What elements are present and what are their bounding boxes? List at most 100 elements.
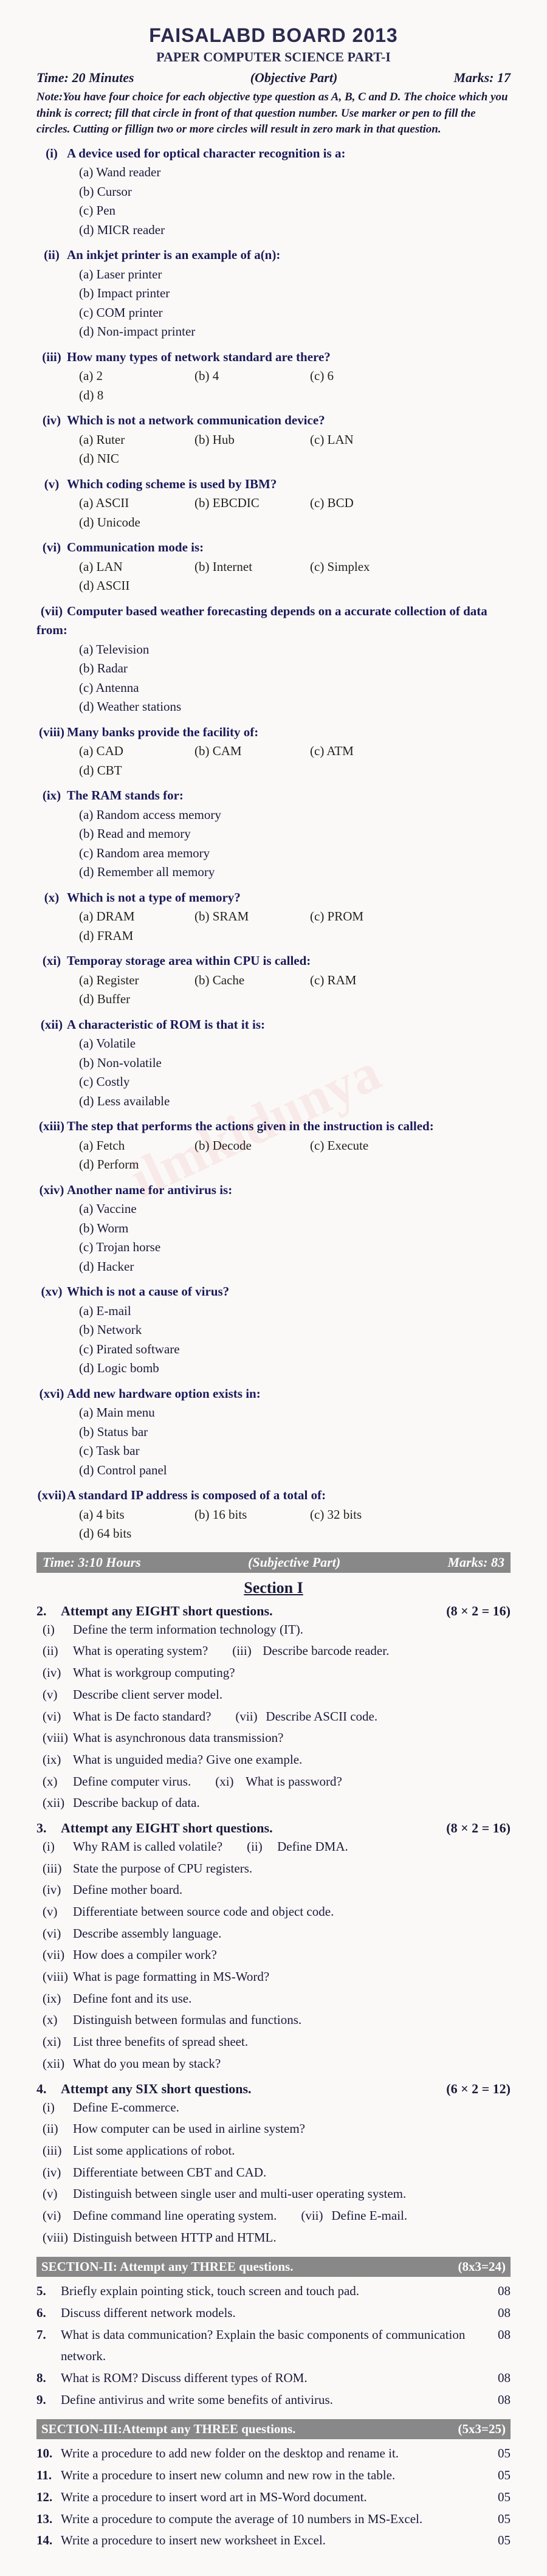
short-question: (vi)Define command line operating system… [43, 2205, 511, 2227]
mcq-options: (a) Volatile(b) Non-volatile(c) Costly(d… [36, 1034, 511, 1111]
mcq-option: (d) Perform [79, 1155, 194, 1175]
short-question: (xii)Describe backup of data. [43, 1792, 511, 1814]
mcq-option: (c) Costly [79, 1072, 298, 1092]
mcq-item: (x)Which is not a type of memory?(a) DRA… [36, 888, 511, 946]
short-question: (xii)What do you mean by stack? [43, 2053, 511, 2075]
short-question: (viii)Distinguish between HTTP and HTML. [43, 2227, 511, 2249]
mcq-option: (b) Non-volatile [79, 1054, 298, 1073]
group-instruction: 4.Attempt any SIX short questions.(6 × 2… [36, 2081, 511, 2097]
short-question: (ii)How computer can be used in airline … [43, 2118, 511, 2140]
mcq-option: (c) Pirated software [79, 1340, 298, 1359]
long-question: 8.What is ROM? Discuss different types o… [36, 2367, 511, 2389]
short-question: (iv)What is workgroup computing? [43, 1662, 511, 1684]
mcq-option: (c) Pen [79, 201, 298, 221]
mcq-option: (b) Network [79, 1321, 298, 1340]
mcq-option: (b) Internet [194, 558, 310, 577]
mcq-option: (c) Task bar [79, 1442, 298, 1461]
mcq-option: (c) PROM [310, 907, 425, 927]
mcq-stem: (iv)Which is not a network communication… [36, 411, 511, 430]
mcq-stem: (ix)The RAM stands for: [36, 786, 511, 806]
mcq-option: (a) Laser printer [79, 265, 298, 285]
subj-part: (Subjective Part) [248, 1555, 340, 1570]
mcq-options: (a) Vaccine(b) Worm(c) Trojan horse(d) H… [36, 1200, 511, 1276]
short-question: (i)Why RAM is called volatile?(ii)Define… [43, 1836, 511, 1858]
mcq-options: (a) CAD(b) CAM(c) ATM(d) CBT [36, 742, 511, 780]
short-question-list: (i)Define E-commerce.(ii)How computer ca… [36, 2097, 511, 2249]
mcq-option: (a) E-mail [79, 1302, 298, 1321]
mcq-option: (d) Hacker [79, 1257, 298, 1277]
mcq-option: (a) Volatile [79, 1034, 298, 1054]
mcq-option: (c) Random area memory [79, 844, 298, 863]
short-question: (v)Distinguish between single user and m… [43, 2183, 511, 2205]
short-question-list: (i)Define the term information technolog… [36, 1619, 511, 1814]
mcq-item: (xiv)Another name for antivirus is:(a) V… [36, 1181, 511, 1277]
mcq-option: (a) LAN [79, 558, 194, 577]
mcq-item: (ii)An inkjet printer is an example of a… [36, 246, 511, 342]
mcq-item: (iii)How many types of network standard … [36, 348, 511, 406]
mcq-option: (b) 4 [194, 367, 310, 386]
board-title: FAISALABD BOARD 2013 [36, 24, 511, 47]
mcq-item: (iv)Which is not a network communication… [36, 411, 511, 469]
mcq-option: (d) Less available [79, 1092, 298, 1111]
mcq-item: (xiii)The step that performs the actions… [36, 1117, 511, 1175]
long-question: 11.Write a procedure to insert new colum… [36, 2465, 511, 2487]
short-question: (viii)What is page formatting in MS-Word… [43, 1966, 511, 1988]
section-2-list: 5.Briefly explain pointing stick, touch … [36, 2281, 511, 2411]
mcq-option: (a) Main menu [79, 1403, 298, 1423]
mcq-option: (b) CAM [194, 742, 310, 761]
mcq-option: (c) RAM [310, 971, 425, 990]
mcq-item: (xvi)Add new hardware option exists in:(… [36, 1384, 511, 1480]
long-question: 12.Write a procedure to insert word art … [36, 2487, 511, 2509]
short-question: (x)Distinguish between formulas and func… [43, 2009, 511, 2031]
subj-time: Time: 3:10 Hours [43, 1555, 141, 1570]
mcq-stem: (iii)How many types of network standard … [36, 348, 511, 367]
long-question: 6.Discuss different network models.08 [36, 2302, 511, 2324]
mcq-options: (a) ASCII(b) EBCDIC(c) BCD(d) Unicode [36, 494, 511, 532]
mcq-option: (d) Logic bomb [79, 1359, 298, 1378]
short-question: (ii)What is operating system?(iii)Descri… [43, 1640, 511, 1662]
long-question: 9.Define antivirus and write some benefi… [36, 2389, 511, 2411]
mcq-options: (a) Television(b) Radar(c) Antenna(d) We… [36, 640, 511, 717]
mcq-option: (a) Vaccine [79, 1200, 298, 1219]
mcq-item: (ix)The RAM stands for:(a) Random access… [36, 786, 511, 882]
short-question: (v)Describe client server model. [43, 1684, 511, 1706]
mcq-option: (a) Wand reader [79, 163, 298, 182]
objective-header-row: Time: 20 Minutes (Objective Part) Marks:… [36, 70, 511, 86]
mcq-list: (i)A device used for optical character r… [36, 144, 511, 1544]
mcq-item: (viii)Many banks provide the facility of… [36, 723, 511, 781]
long-question: 10.Write a procedure to add new folder o… [36, 2443, 511, 2465]
mcq-options: (a) 2(b) 4(c) 6(d) 8 [36, 367, 511, 405]
mcq-option: (b) 16 bits [194, 1505, 310, 1525]
exam-paper: ilmkidunya FAISALABD BOARD 2013 PAPER CO… [0, 0, 547, 2576]
group-instruction: 2.Attempt any EIGHT short questions.(8 ×… [36, 1603, 511, 1619]
mcq-option: (b) Status bar [79, 1423, 298, 1442]
mcq-option: (c) LAN [310, 430, 425, 450]
mcq-option: (d) NIC [79, 449, 194, 469]
mcq-stem: (xii)A characteristic of ROM is that it … [36, 1015, 511, 1035]
mcq-option: (a) DRAM [79, 907, 194, 927]
mcq-option: (b) Worm [79, 1219, 298, 1238]
mcq-option: (b) Read and memory [79, 824, 298, 844]
mcq-option: (b) Radar [79, 659, 298, 679]
mcq-stem: (v)Which coding scheme is used by IBM? [36, 475, 511, 494]
section-1-title: Section I [36, 1579, 511, 1597]
mcq-option: (c) Antenna [79, 679, 298, 698]
mcq-option: (a) ASCII [79, 494, 194, 513]
short-question: (xi)List three benefits of spread sheet. [43, 2031, 511, 2053]
mcq-item: (v)Which coding scheme is used by IBM?(a… [36, 475, 511, 533]
mcq-item: (vii)Computer based weather forecasting … [36, 602, 511, 717]
mcq-options: (a) 4 bits(b) 16 bits(c) 32 bits(d) 64 b… [36, 1505, 511, 1544]
section-3-marks: (5x3=25) [458, 2422, 506, 2437]
mcq-option: (a) 4 bits [79, 1505, 194, 1525]
section-3-bar: SECTION-III:Attempt any THREE questions.… [36, 2419, 511, 2439]
mcq-options: (a) Register(b) Cache(c) RAM(d) Buffer [36, 971, 511, 1009]
mcq-option: (d) Unicode [79, 513, 194, 533]
short-question: (ix)What is unguided media? Give one exa… [43, 1749, 511, 1771]
mcq-options: (a) Random access memory(b) Read and mem… [36, 806, 511, 882]
short-question: (iii)List some applications of robot. [43, 2140, 511, 2162]
mcq-option: (a) Register [79, 971, 194, 990]
mcq-option: (c) COM printer [79, 303, 298, 323]
mcq-option: (c) Execute [310, 1136, 425, 1156]
mcq-stem: (vii)Computer based weather forecasting … [36, 602, 511, 640]
mcq-option: (d) Remember all memory [79, 863, 298, 882]
